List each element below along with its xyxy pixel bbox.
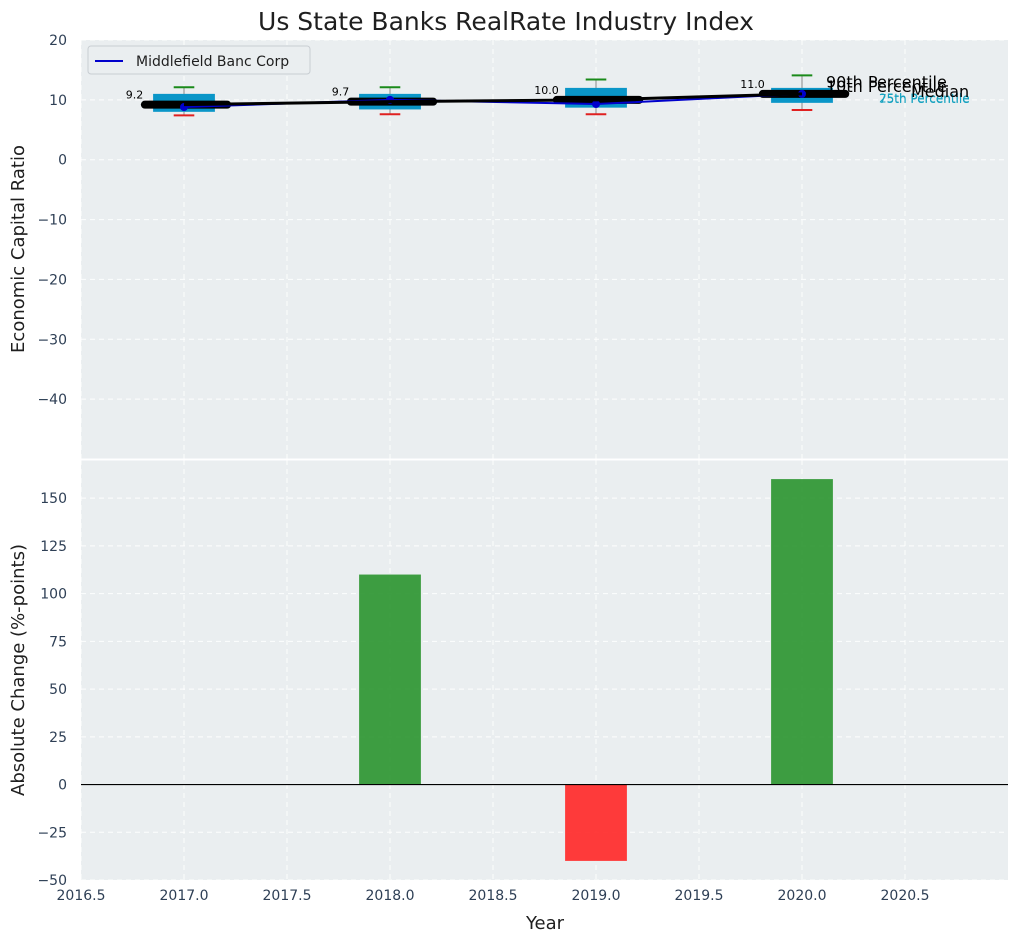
x-tick-label: 2018.0 — [366, 888, 415, 904]
top-y-tick-label: −10 — [37, 213, 67, 229]
x-tick-label: 2017.5 — [263, 888, 312, 904]
x-tick-label: 2020.5 — [881, 888, 930, 904]
bottom-y-tick-label: 150 — [40, 491, 67, 507]
legend: Middlefield Banc Corp — [87, 45, 311, 75]
bottom-y-axis-label: Absolute Change (%-points) — [8, 544, 29, 796]
bottom-y-tick-label: 50 — [49, 682, 67, 698]
median-value-label: 9.7 — [332, 86, 350, 99]
top-y-tick-label: −20 — [37, 272, 67, 288]
top-y-tick-label: 10 — [49, 93, 67, 109]
median-percentile-label: Median — [911, 82, 969, 101]
top-y-tick-label: −40 — [37, 392, 67, 408]
company-series-point — [592, 100, 600, 109]
change-bar — [771, 479, 833, 785]
x-tick-label: 2017.0 — [160, 888, 209, 904]
change-bar — [565, 784, 627, 861]
bottom-y-tick-label: 125 — [40, 539, 67, 555]
bottom-y-tick-label: 75 — [49, 634, 67, 650]
median-value-label: 10.0 — [534, 84, 559, 97]
legend-box — [87, 45, 311, 75]
top-plot-background — [81, 40, 1008, 459]
top-y-tick-label: 20 — [49, 33, 67, 49]
bottom-y-tick-label: −25 — [37, 825, 67, 841]
x-axis-label: Year — [525, 913, 565, 934]
bottom-plot-background — [81, 460, 1008, 880]
bottom-y-tick-label: 0 — [58, 778, 67, 794]
p90-percentile-label: 90th Percentile — [826, 72, 947, 91]
q3-percentile-label: 75th Percentile — [879, 92, 970, 106]
bottom-panel: 2016.5 2017.0 2017.5 2018.0 2018.5 2019.0 2019… — [37, 458, 1008, 904]
chart-title: Us State Banks RealRate Industry Index — [258, 7, 754, 36]
p10-percentile-label: 10th Percentile — [826, 77, 947, 96]
change-bar — [359, 574, 421, 785]
top-y-tick-label: −30 — [37, 332, 67, 348]
bottom-y-tick-label: 25 — [49, 730, 67, 746]
x-tick-label: 2019.0 — [572, 888, 621, 904]
top-y-tick-label: 0 — [58, 153, 67, 169]
bottom-y-tick-label: 100 — [40, 587, 67, 603]
x-tick-label: 2020.0 — [778, 888, 827, 904]
median-value-label: 9.2 — [126, 89, 144, 102]
bottom-y-tick-label: −50 — [37, 873, 67, 889]
x-tick-label: 2018.5 — [469, 888, 518, 904]
top-panel: 20 10 0 −10 −20 −30 −40 9.2 9.7 10.0 11.0 90th Perc… — [37, 33, 1008, 459]
median-value-label: 11.0 — [740, 78, 765, 91]
legend-label: Middlefield Banc Corp — [136, 54, 289, 70]
x-tick-label: 2016.5 — [57, 888, 106, 904]
x-tick-label: 2019.5 — [675, 888, 724, 904]
q1-percentile-label: 25th Percentile — [879, 91, 970, 105]
top-y-axis-label: Economic Capital Ratio — [8, 145, 29, 353]
median-trend-line — [183, 92, 803, 107]
